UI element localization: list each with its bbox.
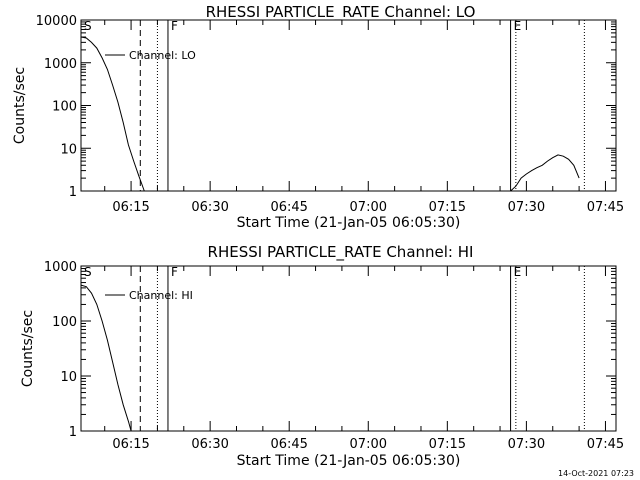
panel-1-y-axis-label: Counts/sec xyxy=(12,67,28,144)
panel-1-y-tick-label: 1000 xyxy=(44,57,77,72)
panel-2-series-line xyxy=(80,284,132,432)
panel-2-title: RHESSI PARTICLE_RATE Channel: HI xyxy=(208,243,474,262)
panel-2-x-tick-label: 06:45 xyxy=(270,437,307,452)
panel-1-plot-frame xyxy=(80,19,617,192)
panel-1-marker-label: F xyxy=(171,19,178,33)
panel-1-marker-label: S xyxy=(84,19,92,33)
panel-1-series-line xyxy=(80,36,145,192)
panel-1-y-tick-label: 1 xyxy=(69,185,77,200)
panel-2-x-tick-label: 07:45 xyxy=(587,437,624,452)
panel-2-marker-label: S xyxy=(84,265,92,279)
panel-1-legend-label: Channel: LO xyxy=(129,49,196,62)
panel-2-x-tick-label: 07:00 xyxy=(350,437,387,452)
panel-2-y-tick-label: 1 xyxy=(69,425,77,440)
panel-1-series-line xyxy=(510,154,580,192)
panel-2-y-axis-label: Counts/sec xyxy=(20,310,36,387)
panel-1-x-tick-label: 07:00 xyxy=(350,200,387,215)
panel-2-marker-label: F xyxy=(171,265,178,279)
panel-1-x-tick-label: 06:15 xyxy=(112,200,149,215)
panel-1-title: RHESSI PARTICLE_RATE Channel: LO xyxy=(206,3,476,22)
panel-1-x-axis-label: Start Time (21-Jan-05 06:05:30) xyxy=(237,215,461,231)
panel-2-x-axis-label: Start Time (21-Jan-05 06:05:30) xyxy=(237,453,461,469)
panel-2-x-tick-label: 07:15 xyxy=(429,437,466,452)
panel-1-y-tick-label: 10 xyxy=(60,142,77,157)
panel-2-y-tick-label: 100 xyxy=(52,315,77,330)
panel-1-x-tick-label: 07:30 xyxy=(508,200,545,215)
panel-2-x-tick-label: 06:15 xyxy=(112,437,149,452)
panel-1-y-tick-label: 10000 xyxy=(36,14,77,29)
panel-2-y-tick-label: 1000 xyxy=(44,260,77,275)
panel-1-x-tick-label: 07:15 xyxy=(429,200,466,215)
panel-2-legend-label: Channel: HI xyxy=(129,289,193,302)
panel-2-x-tick-label: 07:30 xyxy=(508,437,545,452)
panel-2-y-tick-label: 10 xyxy=(60,370,77,385)
panel-2-x-tick-label: 06:30 xyxy=(191,437,228,452)
panel-2-marker-label: E xyxy=(514,265,522,279)
generation-timestamp: 14-Oct-2021 07:23 xyxy=(558,469,634,478)
panel-1-y-tick-label: 100 xyxy=(52,100,77,115)
panel-1-x-tick-label: 07:45 xyxy=(587,200,624,215)
panel-1-marker-label: E xyxy=(514,19,522,33)
panel-1-x-tick-label: 06:45 xyxy=(270,200,307,215)
panel-1-x-tick-label: 06:30 xyxy=(191,200,228,215)
